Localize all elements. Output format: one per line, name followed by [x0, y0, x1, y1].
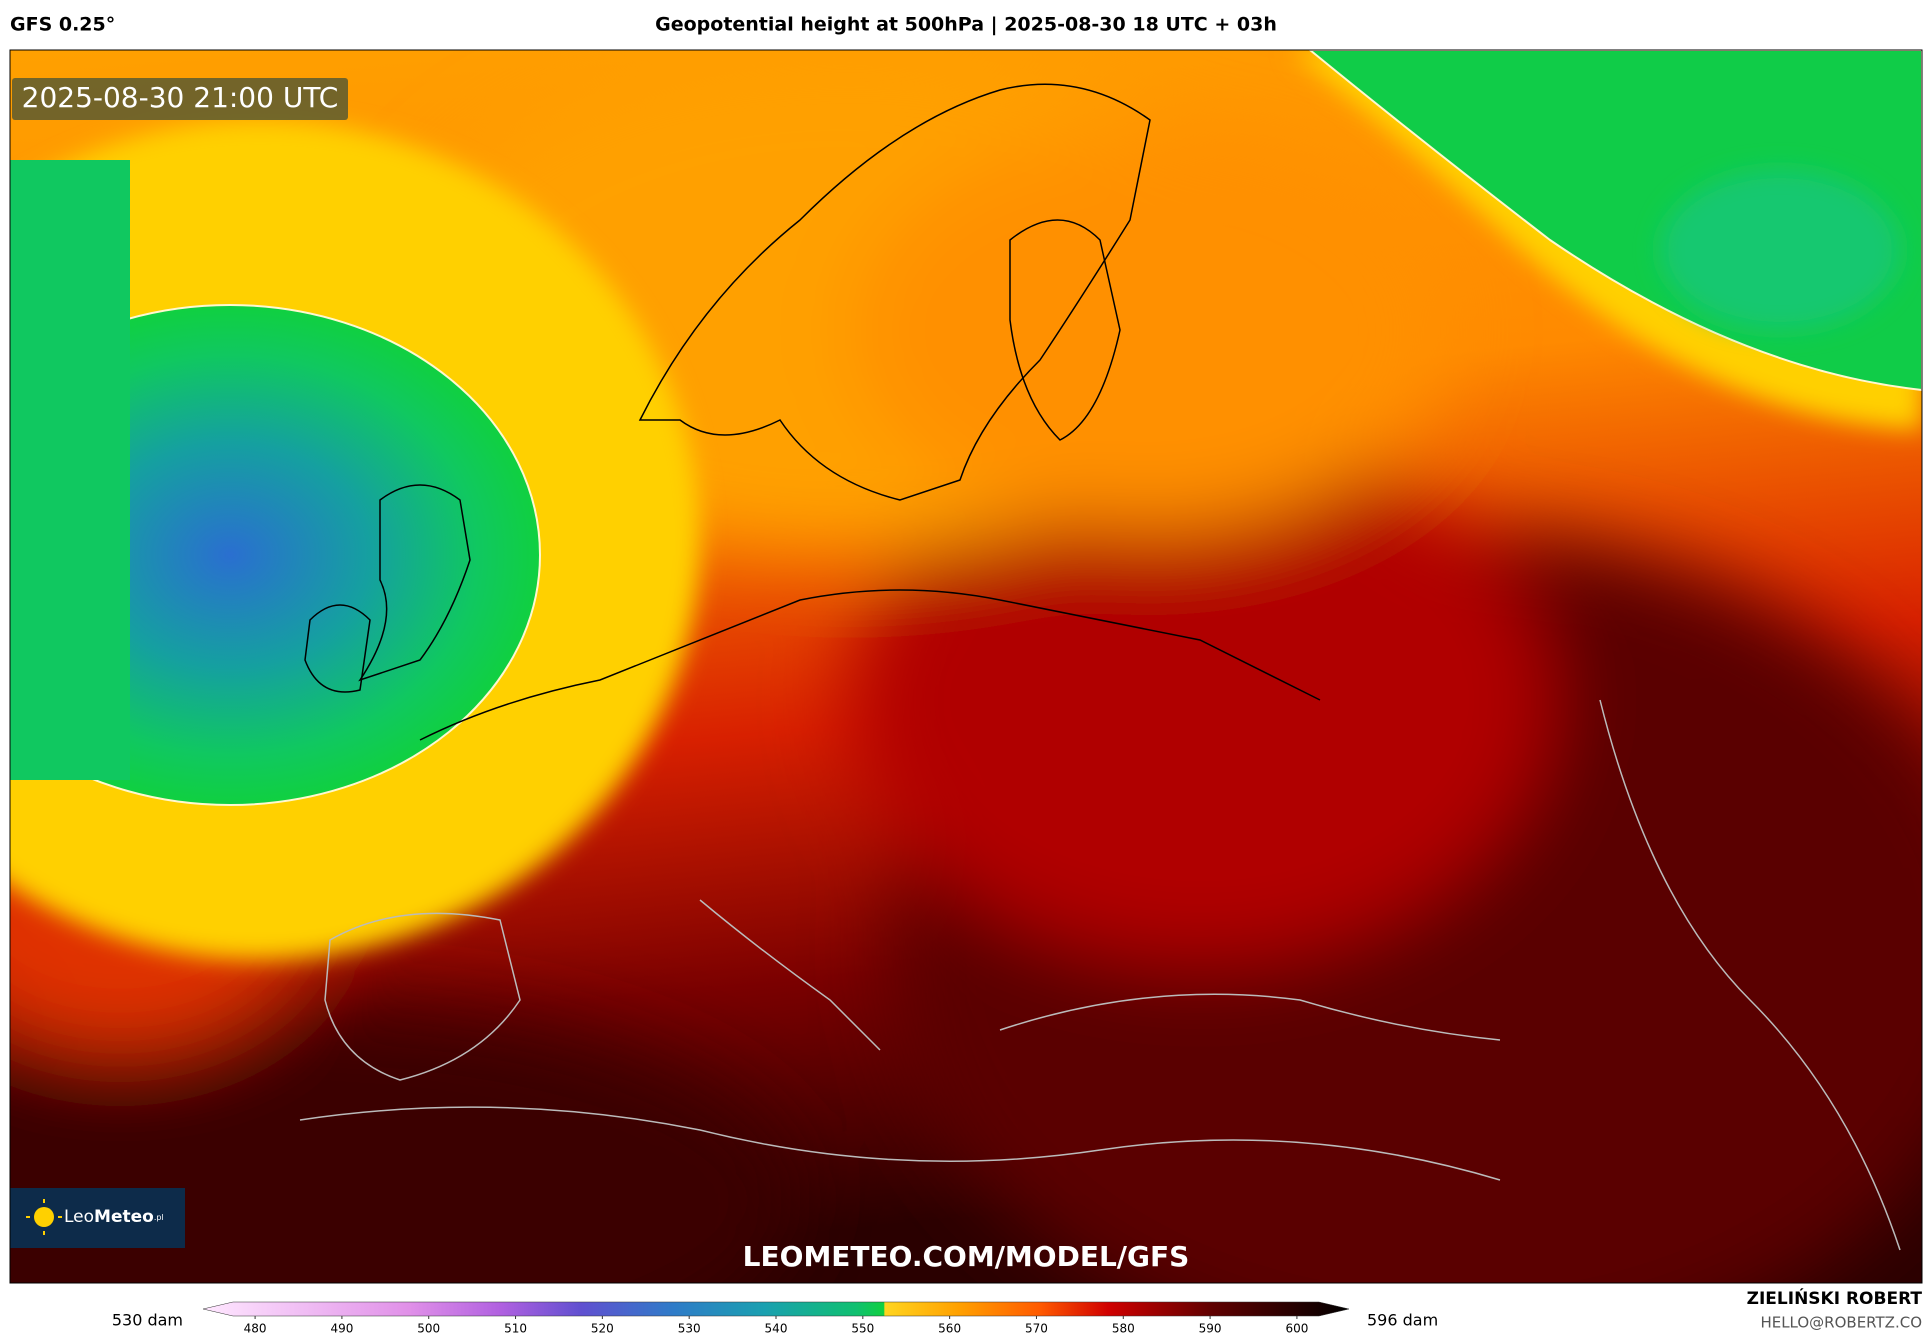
colorbar-tick-label: 500 [417, 1322, 440, 1336]
colorbar-min-label: 530 dam [112, 1311, 183, 1330]
colorbar-tick-label: 490 [330, 1322, 353, 1336]
map-title: Geopotential height at 500hPa | 2025-08-… [655, 14, 1277, 36]
colorbar-tick-label: 510 [504, 1322, 527, 1336]
colorbar: 480 490 500 510 520 530 540 550 560 570 580 590 600 [202, 1301, 1350, 1336]
colorbar-bar [202, 1301, 1350, 1317]
model-name: GFS 0.25° [10, 14, 115, 36]
colorbar-tick-label: 480 [244, 1322, 267, 1336]
map: 2025-08-30 21:00 UTC LeoMeteo.pl LEOMETE… [10, 50, 1922, 1283]
colorbar-tick-label: 530 [678, 1322, 701, 1336]
colorbar-tick-label: 570 [1025, 1322, 1048, 1336]
map-url: LEOMETEO.COM/MODEL/GFS [743, 1240, 1190, 1273]
timestamp: 2025-08-30 21:00 UTC [22, 81, 339, 114]
colorbar-tick-label: 550 [851, 1322, 874, 1336]
colorbar-tick-label: 520 [591, 1322, 614, 1336]
logo: LeoMeteo.pl [64, 1207, 164, 1227]
colorbar-max-label: 596 dam [1367, 1311, 1438, 1330]
email: HELLO@ROBERTZ.CO [1760, 1314, 1922, 1332]
colorbar-tick-label: 540 [765, 1322, 788, 1336]
author: ZIELIŃSKI ROBERT [1747, 1287, 1923, 1309]
colorbar-tick-label: 600 [1285, 1322, 1308, 1336]
colorbar-tick-label: 560 [938, 1322, 961, 1336]
colorbar-tick-label: 590 [1199, 1322, 1222, 1336]
colorbar-tick-label: 580 [1112, 1322, 1135, 1336]
